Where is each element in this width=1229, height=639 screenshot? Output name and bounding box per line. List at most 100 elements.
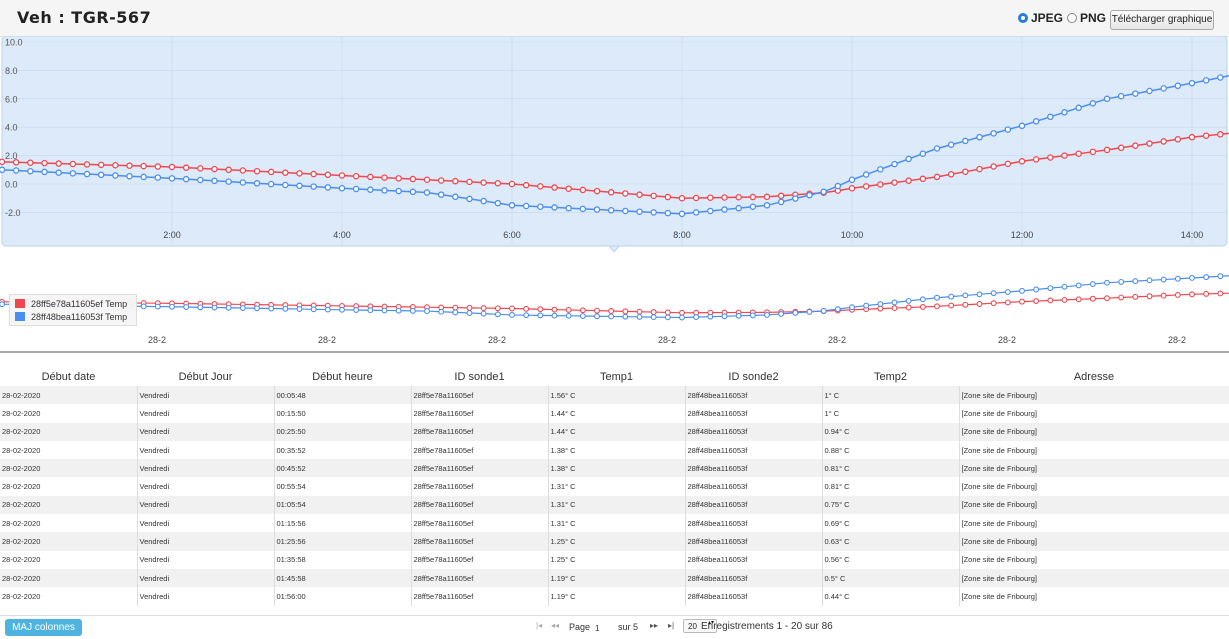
table-row[interactable]: 28-02-2020 Vendredi 01:05:54 28ff5e78a11605… [0,495,1229,515]
column-header[interactable]: Début heure [274,368,411,386]
data-point [990,130,997,137]
data-point [721,194,728,201]
navigator-tick-label: 28-2 [658,335,676,345]
table-cell: 28ff48bea116053f [685,459,823,478]
records-label: Enregistrements 1 - 20 sur 86 [701,621,833,632]
navigator-point [735,312,742,319]
table-row[interactable]: 28-02-2020 Vendredi 00:25:50 28ff5e78a11605… [0,422,1229,441]
data-point [707,194,714,201]
data-point [112,162,119,169]
column-header[interactable]: Début date [0,368,137,386]
table-row[interactable]: 28-02-2020 Vendredi 01:56:00 28ff5e78a11605… [0,587,1229,606]
data-point [678,194,686,202]
data-point [551,184,558,191]
data-point [310,183,317,190]
table-cell: Vendredi [137,495,275,515]
column-header[interactable]: Temp2 [822,368,959,386]
data-point [522,202,530,210]
next-page-icon[interactable]: ▸▸ [650,621,659,630]
maj-colonnes-button[interactable]: MAJ colonnes [5,619,82,636]
data-point [891,160,898,168]
navigator-ticks: 28-2 28-2 28-2 28-2 28-2 28-2 28-2 [148,335,1186,345]
navigator-point [749,312,756,319]
data-point [0,166,6,174]
data-point [168,163,176,171]
table-row[interactable]: 28-02-2020 Vendredi 01:45:58 28ff5e78a11605… [0,568,1229,588]
data-point [437,177,445,184]
prev-page-icon[interactable]: ◂◂ [551,621,560,630]
navigator-point [1075,282,1082,289]
legend-item-temp1[interactable]: 28ff5e78a11605ef Temp [15,297,136,310]
data-point [437,191,445,198]
column-header[interactable]: Début Jour [137,368,274,386]
data-point [735,204,742,212]
data-point [891,179,898,186]
jpeg-radio[interactable] [1018,13,1028,23]
navigator-point [1089,281,1096,288]
jpeg-option[interactable]: JPEG [1018,11,1063,25]
table-cell: 00:05:48 [274,386,412,405]
data-point [650,192,657,200]
data-point [522,181,530,189]
navigator-point [268,305,275,312]
png-option[interactable]: PNG [1067,11,1106,25]
x-tick-label: 2:00 [163,230,181,240]
temperature-chart[interactable]: 10.0 8.0 6.0 4.0 2.0 0.0 -2.0 2:00 4:00 6:00 8:00… [0,36,1229,354]
table-cell: [Zone site de Fribourg] [959,404,1229,423]
data-point [0,158,6,166]
data-point [197,165,204,172]
table-row[interactable]: 28-02-2020 Vendredi 00:05:48 28ff5e78a11605… [0,386,1229,405]
navigator-point [140,303,147,310]
data-point [211,177,218,185]
table-cell: 28ff5e78a11605ef [411,477,549,496]
table-cell: 0.63° C [822,532,960,551]
data-point [692,209,700,216]
legend-swatch-temp1 [15,299,25,308]
table-row[interactable]: 28-02-2020 Vendredi 00:35:52 28ff5e78a11605… [0,440,1229,460]
data-point [707,207,714,215]
navigator-point [509,312,515,318]
page-input[interactable]: 1 [595,624,600,633]
table-row[interactable]: 28-02-2020 Vendredi 01:25:56 28ff5e78a11605… [0,532,1229,551]
navigator-point [1019,298,1025,305]
table-row[interactable]: 28-02-2020 Vendredi 01:15:56 28ff5e78a11605… [0,514,1229,533]
legend-item-temp2[interactable]: 28ff48bea116053f Temp [15,310,136,323]
navigator-point [976,301,983,307]
navigator-point [948,293,955,300]
column-header[interactable]: Adresse [959,368,1229,386]
navigator-point [537,312,544,319]
navigator-point [863,302,870,309]
navigator-point [339,306,345,313]
navigator-point [452,304,459,311]
data-point [1089,100,1097,107]
last-page-icon[interactable]: ▸| [668,621,675,630]
page-size-select[interactable]: 20 [683,619,717,633]
column-header[interactable]: ID sonde1 [411,368,548,386]
column-header[interactable]: Temp1 [548,368,685,386]
data-point [423,176,431,183]
table-row[interactable]: 28-02-2020 Vendredi 00:45:52 28ff5e78a11605… [0,459,1229,478]
column-header[interactable]: ID sonde2 [685,368,822,386]
navigator-point [919,303,926,310]
legend-label-temp2: 28ff48bea116053f Temp [31,311,128,322]
table-cell: 0.44° C [822,587,960,606]
table-cell: 0.81° C [822,459,960,478]
table-cell: 1.25° C [548,550,686,569]
data-point [140,173,147,181]
table-row[interactable]: 28-02-2020 Vendredi 00:55:54 28ff5e78a11605… [0,477,1229,496]
page-label: Page [569,622,591,632]
data-point [933,173,941,181]
table-cell: Vendredi [137,459,275,478]
download-chart-button[interactable]: Télécharger graphique [1110,10,1214,30]
data-point [27,159,34,166]
navigator-point [778,310,785,317]
data-point [1075,150,1082,157]
data-point [1174,136,1182,143]
navigator-point [905,304,912,311]
data-point [607,189,615,196]
table-row[interactable]: 28-02-2020 Vendredi 00:15:50 28ff5e78a11605… [0,404,1229,423]
x-tick-label: 6:00 [503,230,521,240]
first-page-icon[interactable]: |◂ [536,621,543,630]
table-row[interactable]: 28-02-2020 Vendredi 01:35:58 28ff5e78a11605… [0,550,1229,569]
png-radio[interactable] [1067,13,1077,23]
